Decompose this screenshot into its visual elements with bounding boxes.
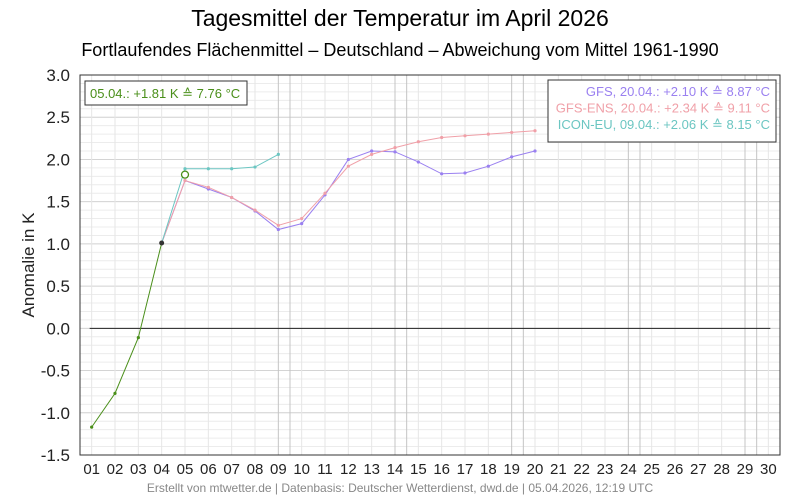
x-tick-label: 14	[387, 461, 404, 478]
x-tick-label: 26	[667, 461, 684, 478]
series-point	[440, 135, 444, 140]
series-point	[486, 164, 490, 168]
y-tick-label: 3.0	[46, 66, 70, 85]
series-point	[230, 167, 234, 171]
series-point	[183, 178, 187, 183]
note-text: 05.04.: +1.81 K ≙ 7.76 °C	[90, 86, 240, 101]
series-point	[276, 227, 280, 232]
chart-title: Tagesmittel der Temperatur im April 2026	[191, 5, 609, 31]
series-point	[183, 167, 187, 171]
y-tick-label: 1.5	[46, 193, 70, 212]
y-tick-label: 0.5	[46, 277, 70, 296]
x-tick-label: 08	[247, 461, 264, 478]
x-tick-label: 07	[223, 461, 240, 478]
series-point	[253, 208, 257, 212]
x-tick-label: 03	[130, 461, 147, 478]
series-point	[230, 195, 234, 200]
y-tick-label: 0.0	[46, 319, 70, 338]
x-tick-label: 27	[690, 461, 707, 478]
x-tick-label: 29	[737, 461, 754, 478]
x-tick-label: 02	[107, 461, 124, 478]
last-observed-point	[159, 240, 165, 246]
series-point	[463, 134, 467, 138]
legend-entry: GFS-ENS, 20.04.: +2.34 K ≙ 9.11 °C	[556, 101, 770, 116]
series-point	[370, 149, 374, 153]
x-tick-label: 09	[270, 461, 287, 478]
series-point	[463, 171, 467, 175]
y-axis-label: Anomalie in K	[19, 212, 38, 318]
y-tick-label: -0.5	[41, 362, 70, 381]
footer-credit: Erstellt von mtwetter.de | Datenbasis: D…	[146, 481, 654, 495]
series-point	[346, 164, 350, 168]
x-tick-label: 20	[527, 461, 544, 478]
series-point	[346, 157, 350, 162]
series-point	[90, 425, 94, 429]
x-tick-label: 22	[573, 461, 590, 478]
series-point	[533, 149, 537, 153]
series-point	[323, 191, 327, 195]
x-tick-label: 18	[480, 461, 497, 478]
series-point	[416, 140, 420, 144]
legend-box	[547, 79, 777, 143]
series-point	[300, 222, 304, 226]
x-tick-label: 21	[550, 461, 567, 478]
x-tick-label: 30	[760, 461, 777, 478]
series-point	[533, 129, 537, 133]
series-line	[91, 242, 163, 428]
series-point	[300, 216, 304, 221]
series-point	[393, 150, 397, 154]
note-box	[84, 80, 248, 106]
chart-subtitle: Fortlaufendes Flächenmittel – Deutschlan…	[81, 40, 719, 60]
x-tick-label: 13	[363, 461, 380, 478]
series-point	[510, 155, 514, 159]
x-tick-label: 04	[153, 461, 170, 478]
x-tick-label: 05	[177, 461, 194, 478]
x-tick-label: 06	[200, 461, 217, 478]
x-tick-label: 10	[293, 461, 310, 478]
x-tick-label: 24	[620, 461, 637, 478]
series-point	[510, 130, 514, 135]
x-tick-label: 25	[643, 461, 660, 478]
series-point	[113, 391, 117, 395]
series-point	[486, 132, 490, 136]
series-point	[206, 167, 210, 171]
x-tick-label: 11	[317, 461, 333, 478]
current-value-note: 05.04.: +1.81 K ≙ 7.76 °C	[84, 80, 248, 106]
legend: GFS, 20.04.: +2.10 K ≙ 8.87 °C GFS-ENS, 2…	[547, 79, 777, 143]
series-point	[276, 152, 280, 156]
legend-entry: ICON-EU, 09.04.: +2.06 K ≙ 8.15 °C	[558, 117, 770, 132]
y-tick-label: -1.5	[41, 446, 70, 465]
series-point	[370, 152, 374, 156]
x-tick-label: 17	[457, 461, 474, 478]
x-tick-label: 01	[83, 461, 100, 478]
legend-entry: GFS, 20.04.: +2.10 K ≙ 8.87 °C	[586, 84, 770, 99]
y-tick-label: 1.0	[46, 235, 70, 254]
series-point	[206, 185, 210, 189]
series-point	[440, 172, 444, 176]
series-point	[416, 160, 420, 164]
y-tick-label: -1.0	[41, 404, 70, 423]
y-tick-label: 2.5	[46, 108, 70, 127]
series-point	[393, 146, 397, 150]
x-tick-label: 19	[503, 461, 520, 478]
x-tick-label: 15	[410, 461, 427, 478]
series-line	[161, 153, 279, 244]
x-tick-label: 16	[433, 461, 450, 478]
x-tick-label: 12	[340, 461, 357, 478]
plot-frame	[79, 74, 781, 456]
current-value-marker	[180, 170, 190, 179]
x-tick-label: 23	[597, 461, 614, 478]
series-point	[136, 336, 140, 340]
x-tick-label: 28	[713, 461, 730, 478]
series-point	[276, 223, 280, 227]
series-point	[253, 165, 257, 169]
y-tick-label: 2.0	[46, 150, 70, 169]
